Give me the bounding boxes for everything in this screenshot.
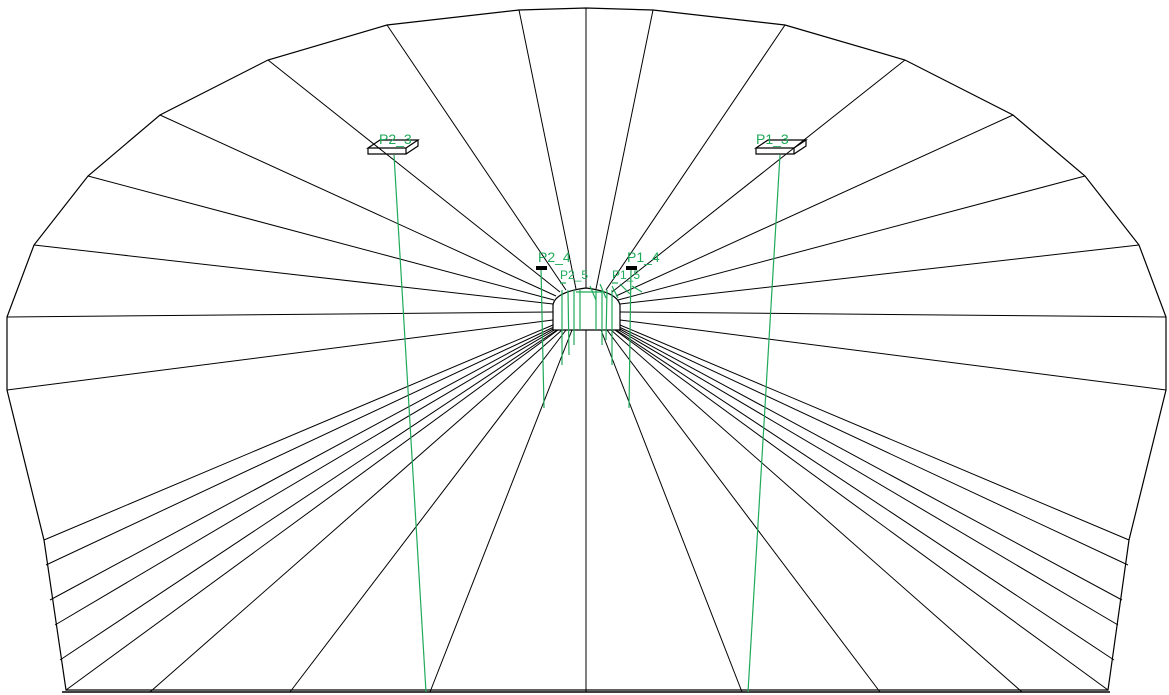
mesh-line — [619, 244, 1140, 305]
label-p2-3: P2_3 — [379, 131, 412, 147]
mesh-line — [619, 324, 1130, 541]
mesh-line — [6, 319, 554, 391]
inner-anchor-cluster — [560, 282, 643, 301]
model-outer-boundary — [6, 7, 1167, 691]
mesh-line — [606, 329, 881, 693]
tunnel-opening — [552, 287, 621, 331]
mesh-line — [49, 327, 556, 601]
label-inner-right: P1_5 — [612, 268, 640, 282]
mesh-line — [45, 326, 555, 566]
mesh-line — [619, 311, 1167, 318]
mesh-line — [616, 328, 1119, 626]
mesh-line — [595, 9, 654, 290]
mesh-line — [87, 175, 555, 301]
mesh-line — [615, 329, 1115, 661]
mesh-line — [289, 329, 567, 693]
mesh-line — [267, 59, 561, 293]
mesh-line — [54, 328, 557, 626]
anchor-plate-p1-3 — [754, 139, 808, 155]
mesh-line — [617, 327, 1123, 601]
mesh-line — [59, 329, 558, 661]
mesh-line — [33, 244, 554, 305]
mesh-line — [617, 175, 1086, 301]
mesh-line — [614, 329, 1109, 691]
mesh-line — [610, 329, 1023, 693]
mesh-line — [149, 329, 563, 693]
mesh-line — [43, 324, 554, 541]
mesh-line — [600, 329, 743, 693]
radial-mesh — [6, 8, 1167, 693]
mesh-line — [605, 24, 786, 291]
mesh-line — [615, 114, 1014, 297]
mesh-line — [518, 9, 577, 290]
mesh-line — [386, 24, 567, 291]
mesh-line — [159, 114, 557, 297]
anchor-plate-p2-4 — [536, 266, 547, 270]
label-p2-4: P2_4 — [538, 249, 571, 265]
mesh-line — [65, 329, 559, 691]
label-p1-3: P1_3 — [756, 131, 789, 147]
label-inner-left: P2_5 — [560, 268, 588, 282]
mesh-line — [611, 59, 906, 293]
annotation-leaders — [393, 154, 781, 693]
mesh-line — [618, 326, 1129, 566]
anchor-plate-p2-3 — [366, 139, 420, 155]
anchor-plate-p1-4 — [626, 266, 637, 270]
label-p1-4: P1_4 — [627, 249, 660, 265]
mesh-line — [429, 329, 573, 693]
mesh-line — [6, 311, 554, 318]
mesh-line — [619, 319, 1167, 391]
